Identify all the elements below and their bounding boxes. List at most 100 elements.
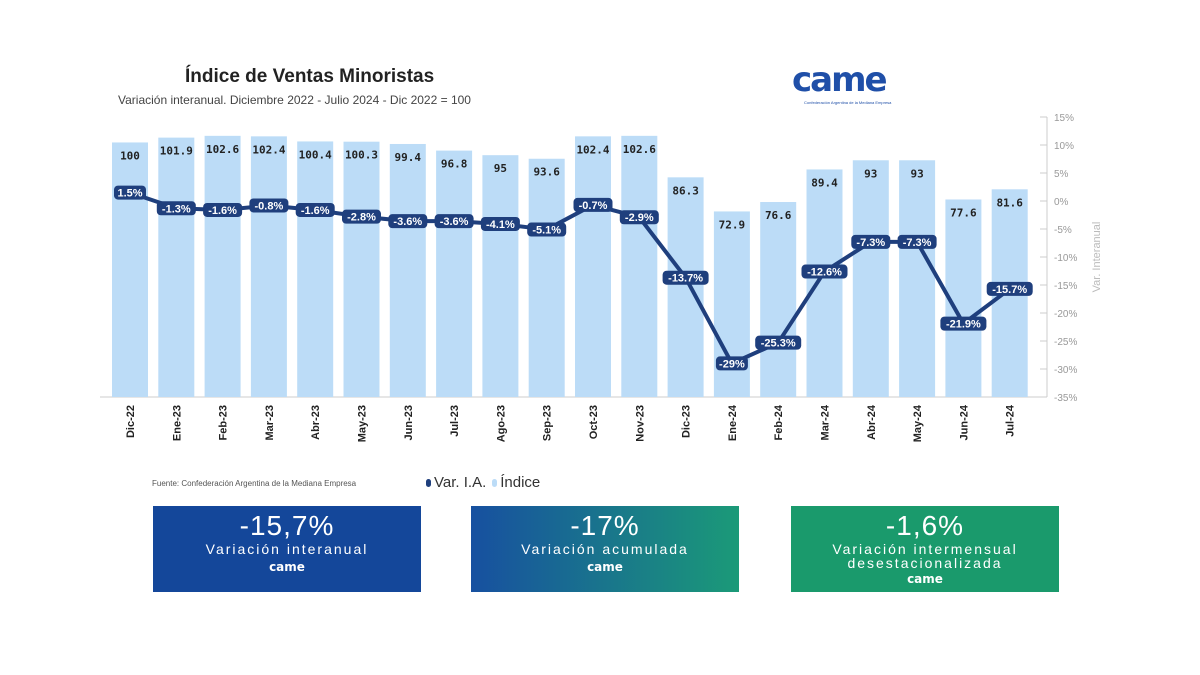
point-label-bg bbox=[619, 210, 659, 225]
bar-label: 101.9 bbox=[160, 145, 193, 158]
point-label-bg bbox=[342, 209, 381, 224]
point-label-bg bbox=[940, 316, 987, 331]
bar bbox=[575, 136, 611, 397]
bar-label: 93 bbox=[910, 167, 923, 180]
bar bbox=[158, 137, 195, 398]
right-axis-tick-label: -10% bbox=[1054, 253, 1077, 264]
bar bbox=[204, 135, 241, 397]
x-tick-label: Mar-24 bbox=[820, 404, 832, 440]
x-tick-label: Dic-23 bbox=[681, 405, 693, 438]
card-label: Variación interanual bbox=[205, 541, 369, 557]
chart-title: Índice de Ventas Minoristas bbox=[185, 66, 435, 87]
point-label-bg bbox=[755, 335, 802, 350]
point-label: -2.9% bbox=[625, 212, 654, 224]
right-axis-tick-label: -35% bbox=[1054, 393, 1077, 404]
card-label: Variación acumulada bbox=[521, 541, 689, 557]
x-tick-label: Abr-23 bbox=[310, 405, 322, 440]
bar-label: 96.8 bbox=[441, 158, 468, 171]
x-tick-label: Feb-23 bbox=[218, 405, 230, 440]
legend-label-var: Var. I.A. bbox=[434, 474, 487, 491]
bar bbox=[250, 136, 287, 397]
card-logo: came bbox=[269, 560, 305, 574]
point-label: -3.6% bbox=[393, 216, 422, 228]
x-tick-label: Nov-23 bbox=[634, 405, 646, 442]
bar-label: 102.6 bbox=[206, 143, 239, 156]
bar-label: 102.4 bbox=[576, 143, 609, 156]
bar bbox=[436, 150, 473, 397]
bar-label: 100.4 bbox=[299, 148, 332, 161]
logo-subtext: Confederación Argentina de la Mediana Em… bbox=[804, 100, 892, 105]
legend-item-var: Var. I.A. bbox=[426, 474, 486, 491]
bar bbox=[528, 158, 565, 397]
point-label-bg bbox=[801, 264, 848, 279]
x-tick-label: Jun-23 bbox=[403, 405, 415, 440]
bar-label: 95 bbox=[494, 162, 507, 175]
right-axis-tick-label: -20% bbox=[1054, 309, 1077, 320]
point-label-bg bbox=[388, 214, 428, 229]
card-value: -15,7% bbox=[239, 510, 335, 541]
card-logo: came bbox=[907, 572, 943, 586]
point-label: -0.7% bbox=[579, 200, 608, 212]
point-label: -15.7% bbox=[992, 284, 1027, 296]
point-label: -7.3% bbox=[903, 237, 932, 249]
x-tick-label: Jul-24 bbox=[1005, 404, 1017, 437]
card-intermensual: -1,6% Variación intermensual desestacion… bbox=[791, 506, 1059, 592]
bar bbox=[343, 141, 380, 397]
x-tick-label: Ago-23 bbox=[495, 405, 507, 442]
bar bbox=[389, 143, 426, 397]
point-label-bg bbox=[662, 270, 709, 285]
legend-item-indice: Índice bbox=[492, 474, 540, 491]
point-label-bg bbox=[114, 185, 146, 200]
card-interanual: -15,7% Variación interanual came bbox=[153, 506, 421, 592]
point-label: -5.1% bbox=[532, 225, 561, 237]
right-axis-tick-label: -5% bbox=[1054, 225, 1072, 236]
x-tick-label: Feb-24 bbox=[773, 404, 785, 440]
x-tick-label: Abr-24 bbox=[866, 404, 878, 440]
bar-label: 102.6 bbox=[623, 143, 656, 156]
point-label-bg bbox=[715, 356, 748, 371]
bar bbox=[806, 169, 843, 397]
bar-label: 72.9 bbox=[719, 218, 746, 231]
x-tick-label: Mar-23 bbox=[264, 405, 276, 440]
bar-label: 86.3 bbox=[672, 184, 699, 197]
card-value: -17% bbox=[570, 510, 640, 541]
point-label: -1.6% bbox=[208, 205, 237, 217]
right-axis-tick-label: -30% bbox=[1054, 365, 1077, 376]
point-label-bg bbox=[897, 234, 937, 249]
bar bbox=[852, 160, 889, 397]
x-tick-label: Ene-23 bbox=[171, 405, 183, 441]
bar bbox=[297, 141, 334, 397]
point-label: -7.3% bbox=[856, 237, 885, 249]
bar-label: 102.4 bbox=[252, 143, 285, 156]
point-label: -1.6% bbox=[301, 205, 330, 217]
card-logo: came bbox=[587, 560, 623, 574]
point-label-bg bbox=[203, 202, 243, 217]
bar-label: 100 bbox=[120, 149, 140, 162]
right-axis-tick-label: -25% bbox=[1054, 337, 1077, 348]
point-label-bg bbox=[986, 281, 1033, 296]
bar-label: 100.3 bbox=[345, 149, 378, 162]
legend: Var. I.A. Índice bbox=[426, 474, 540, 491]
right-axis-tick-label: 5% bbox=[1054, 169, 1069, 180]
bar bbox=[112, 142, 148, 397]
point-label: -1.3% bbox=[162, 203, 191, 215]
x-tick-label: Ene-24 bbox=[727, 404, 739, 441]
bar bbox=[899, 160, 936, 397]
point-label: -3.6% bbox=[440, 216, 469, 228]
bar-label: 89.4 bbox=[811, 176, 838, 189]
point-label-bg bbox=[249, 198, 289, 213]
x-tick-label: May-23 bbox=[357, 405, 369, 442]
x-tick-label: Jul-23 bbox=[449, 405, 461, 437]
logo-text: came bbox=[792, 60, 888, 100]
right-axis-tick-label: 0% bbox=[1054, 197, 1069, 208]
bar bbox=[621, 135, 658, 397]
point-label-bg bbox=[573, 197, 613, 212]
x-tick-label: Sep-23 bbox=[542, 405, 554, 441]
point-label: -12.6% bbox=[807, 267, 842, 279]
point-label: -4.1% bbox=[486, 219, 515, 231]
point-label-bg bbox=[156, 201, 196, 216]
point-label-bg bbox=[851, 234, 891, 249]
point-label-bg bbox=[527, 222, 567, 237]
x-tick-label: May-24 bbox=[912, 404, 924, 442]
right-axis-tick-label: -15% bbox=[1054, 281, 1077, 292]
